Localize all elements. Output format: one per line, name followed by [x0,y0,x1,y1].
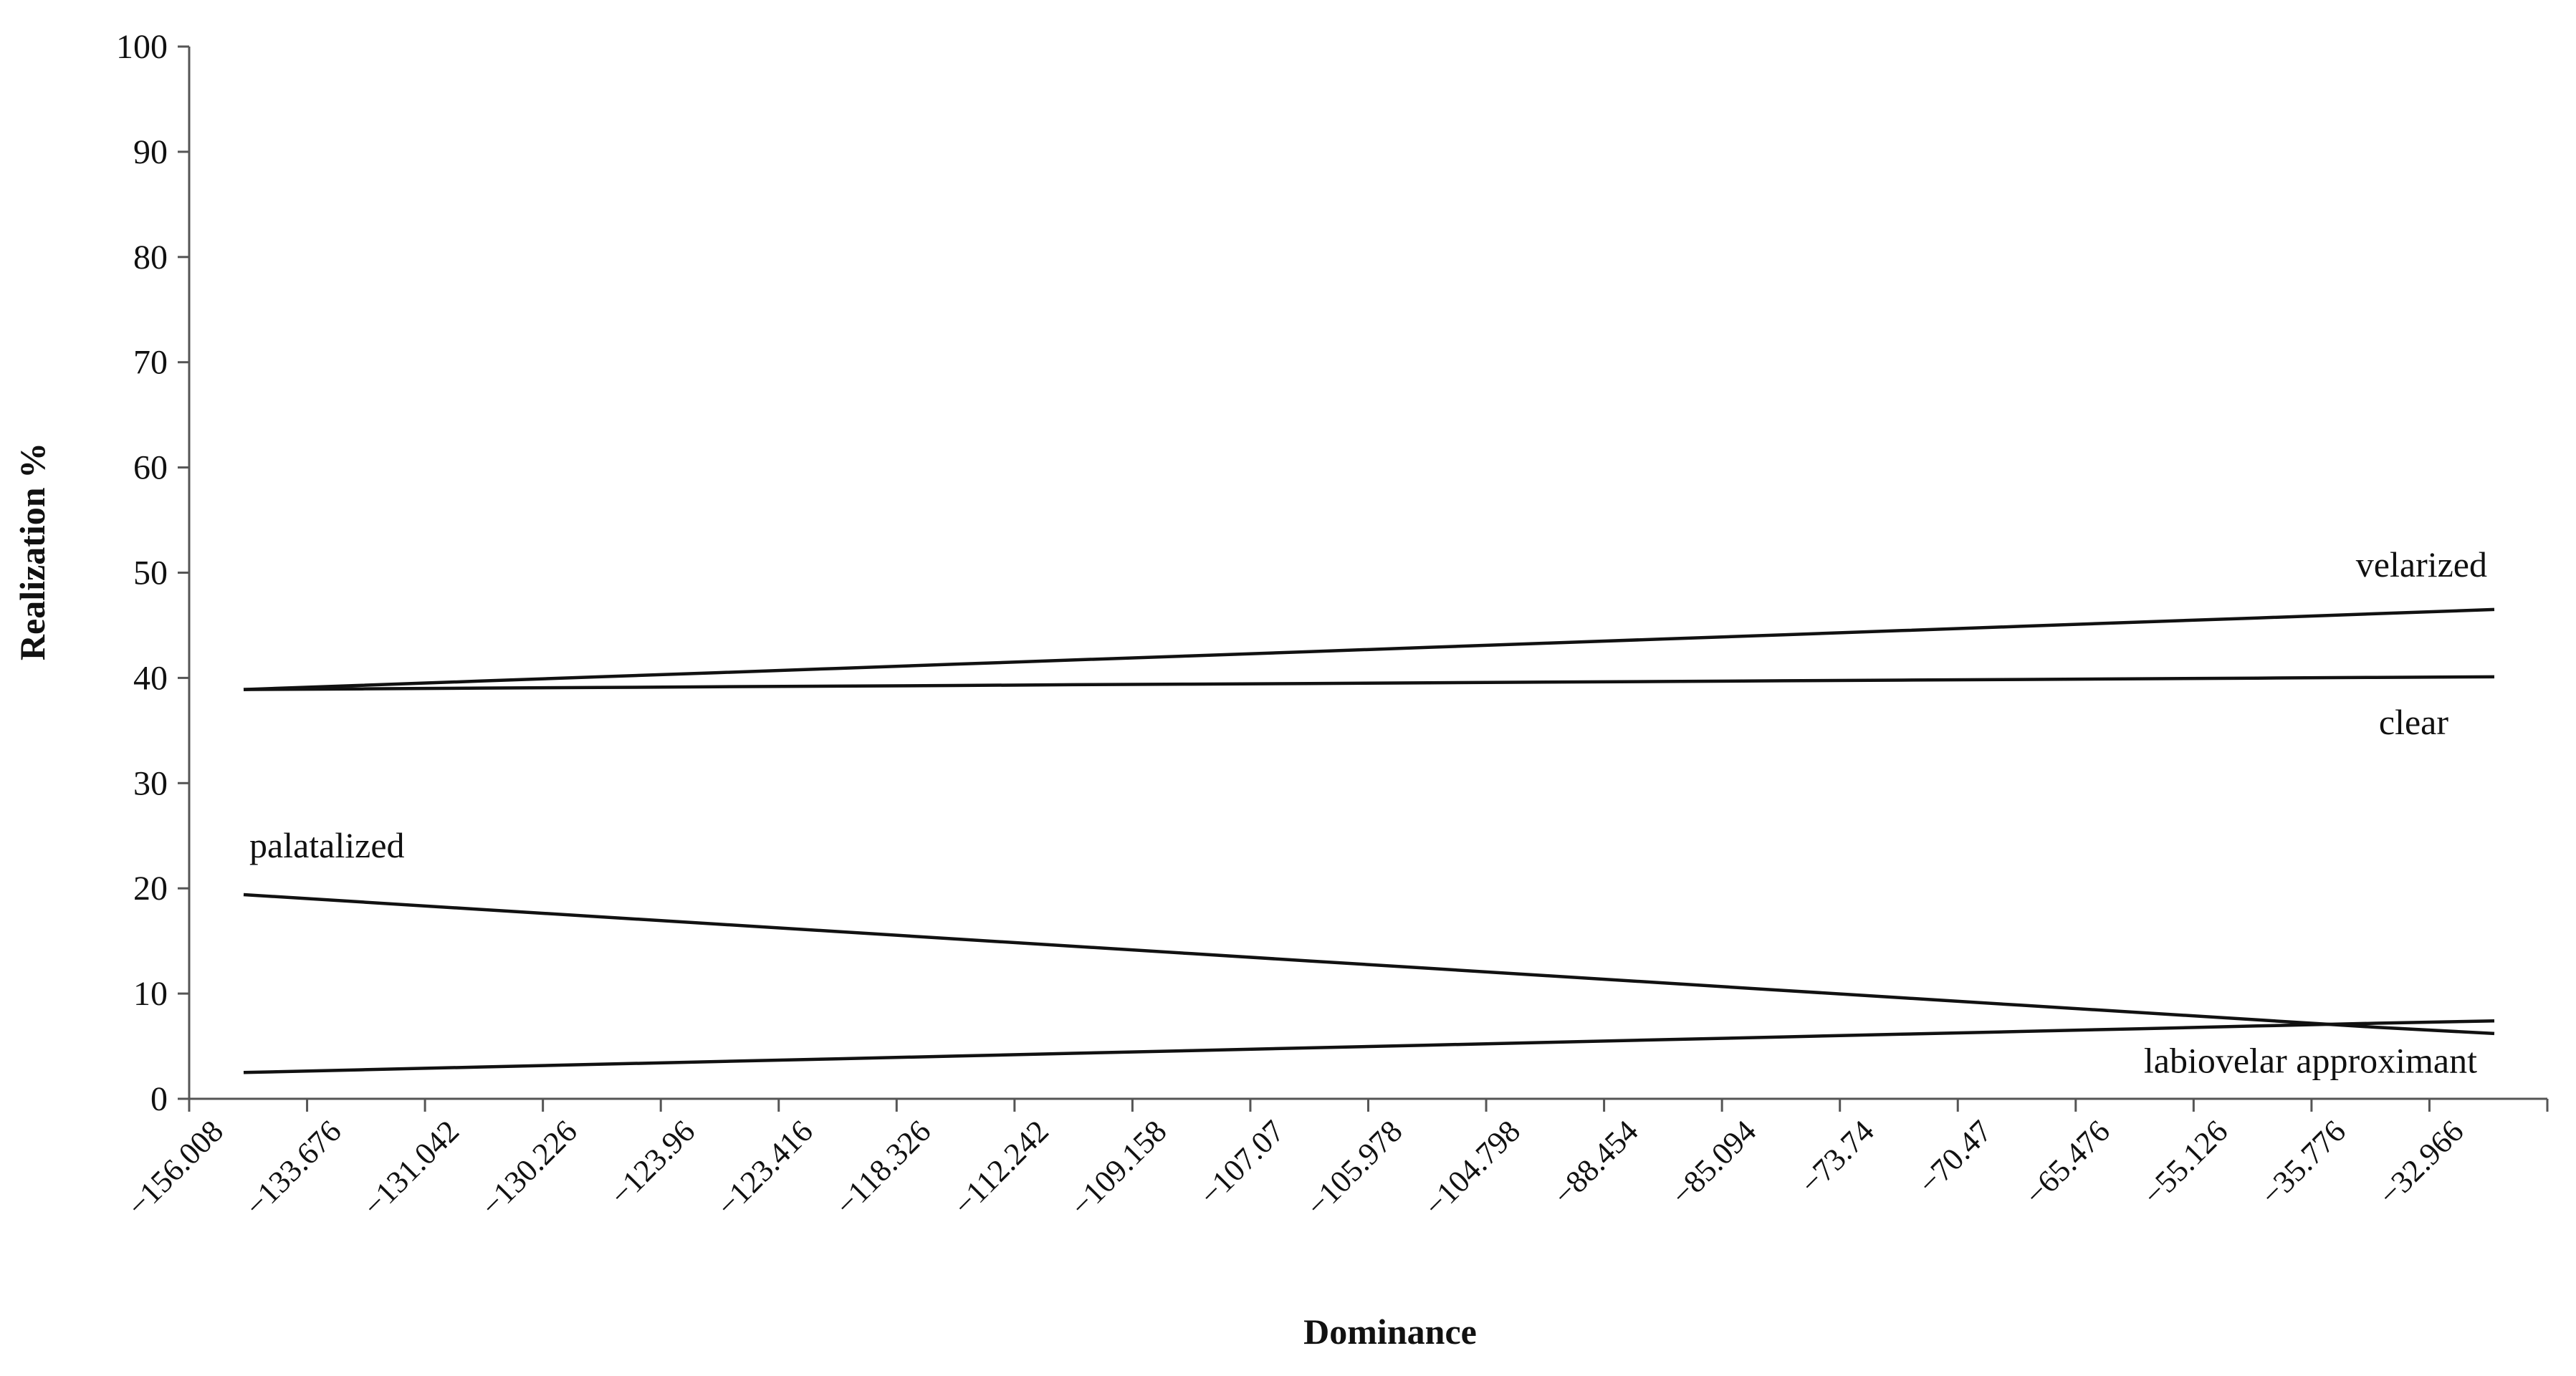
series-group [243,607,2495,1074]
series-line-palatalized [243,893,2495,1036]
x-tick-label: −55.126 [2136,1113,2235,1212]
x-axis-title: Dominance [1303,1312,1477,1352]
y-tick-label: 60 [133,449,168,487]
x-tick-label: −35.776 [2254,1113,2352,1212]
x-tick-label: −32.966 [2372,1113,2471,1212]
y-axis: 0 10 20 30 40 50 60 70 80 90 100 [116,28,191,1118]
x-tick-label: −70.47 [1911,1113,1998,1201]
x-tick-label: −104.798 [1417,1113,1527,1223]
series-label-velarized: velarized [2356,544,2487,584]
series-line-labiovelar-approximant [243,1019,2495,1074]
x-tick-label: −105.978 [1299,1113,1409,1223]
series-labels: velarized clear palatalized labiovelar appr… [249,544,2487,1080]
y-tick-label: 30 [133,764,168,802]
x-tick-label: −123.96 [603,1113,702,1212]
y-axis-title: Realization % [12,443,52,660]
y-tick-label: 20 [133,870,168,908]
x-tick-label: −156.008 [120,1113,230,1223]
y-tick-label: 90 [133,133,168,171]
x-tick-label: −130.226 [474,1113,583,1223]
x-tick-label: −65.476 [2018,1113,2117,1212]
x-tick-label: −123.416 [710,1113,820,1223]
y-tick-label: 40 [133,659,168,697]
y-tick-label: 70 [133,344,168,382]
y-tick-label: 100 [116,28,168,66]
y-tick-label: 50 [133,554,168,592]
x-tick-label: −85.094 [1664,1113,1763,1212]
x-axis: −156.008 −133.676 −131.042 −130.226 −123.96−… [120,1097,2549,1223]
y-tick-label: 80 [133,239,168,276]
x-tick-label: −131.042 [356,1113,466,1223]
y-tick-label: 0 [150,1080,168,1118]
x-tick-label: −133.676 [238,1113,348,1223]
x-tick-label: −118.326 [828,1113,937,1222]
x-tick-label: −107.07 [1192,1113,1291,1212]
series-label-palatalized: palatalized [249,825,405,865]
series-line-clear [243,675,2495,691]
y-tick-label: 10 [133,975,168,1013]
x-tick-label: −88.454 [1546,1113,1645,1212]
x-tick-label: −112.242 [947,1113,1055,1222]
x-tick-label: −109.158 [1063,1113,1173,1223]
series-label-clear: clear [2379,702,2448,742]
series-line-velarized [243,607,2495,691]
series-label-labiovelar-approximant: labiovelar approximant [2144,1040,2477,1080]
x-tick-label: −73.74 [1794,1113,1881,1201]
